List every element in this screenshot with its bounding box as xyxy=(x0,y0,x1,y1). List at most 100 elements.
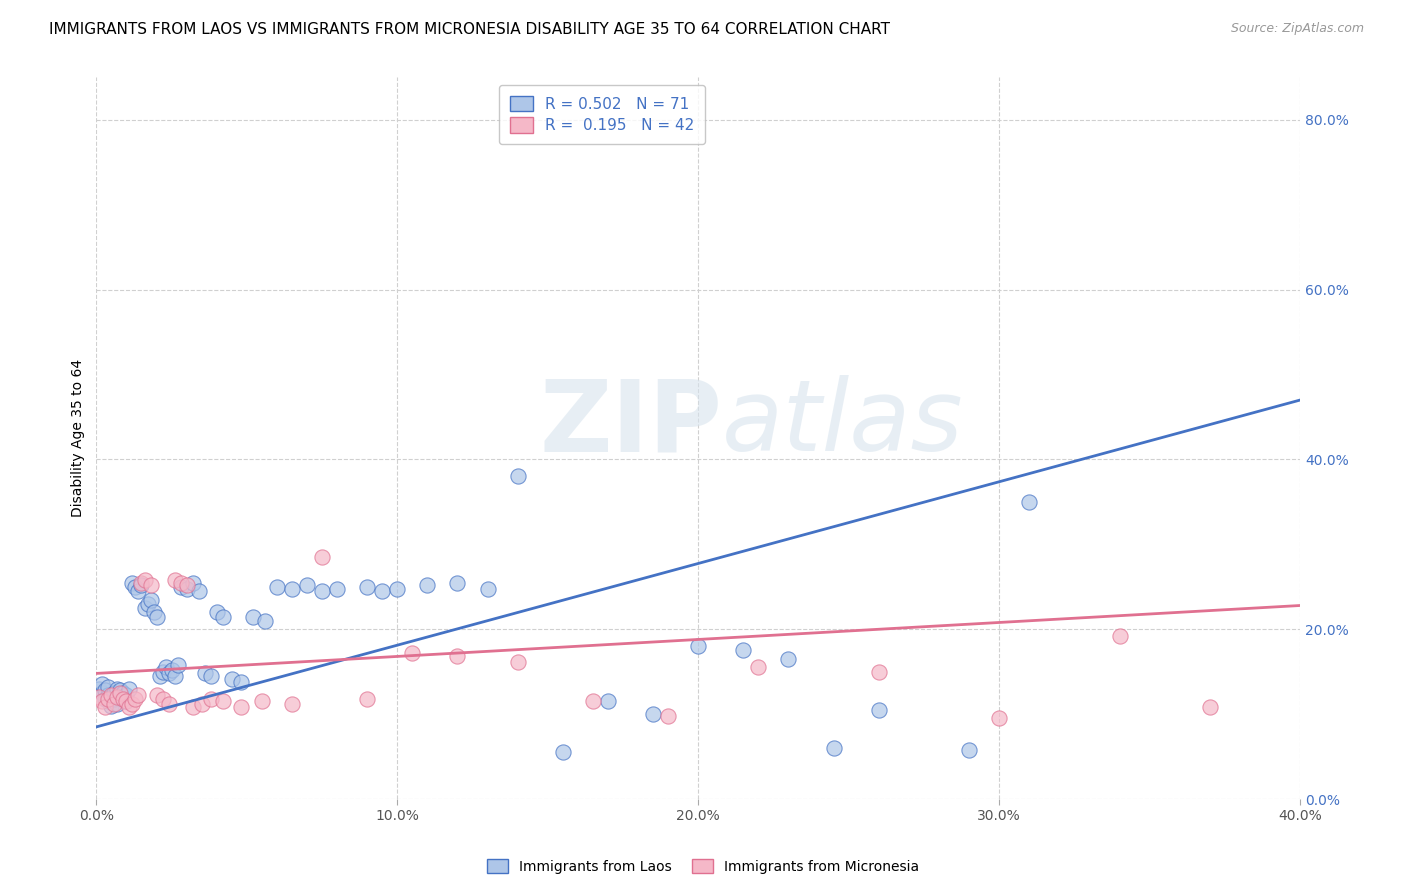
Point xyxy=(155,660,177,674)
Point xyxy=(148,669,170,683)
Point xyxy=(134,573,156,587)
Point xyxy=(187,584,209,599)
Point xyxy=(127,584,149,599)
Point xyxy=(118,681,141,696)
Point xyxy=(115,689,138,703)
Point xyxy=(641,707,664,722)
Point xyxy=(91,694,114,708)
Point xyxy=(127,689,149,703)
Point xyxy=(103,697,125,711)
Point xyxy=(103,686,125,700)
Point xyxy=(142,605,165,619)
Point xyxy=(356,692,378,706)
Point xyxy=(211,694,233,708)
Point xyxy=(401,646,423,660)
Point xyxy=(221,672,243,686)
Point xyxy=(416,578,439,592)
Point xyxy=(112,692,135,706)
Point xyxy=(778,652,800,666)
Point xyxy=(688,639,710,653)
Point xyxy=(97,680,120,694)
Point xyxy=(1108,629,1130,643)
Point xyxy=(657,709,679,723)
Point xyxy=(250,694,273,708)
Point xyxy=(169,575,191,590)
Point xyxy=(596,694,619,708)
Point xyxy=(311,550,333,565)
Point xyxy=(205,605,228,619)
Point xyxy=(124,580,146,594)
Point xyxy=(97,689,120,703)
Point xyxy=(295,578,318,592)
Point xyxy=(118,700,141,714)
Point xyxy=(112,686,135,700)
Point xyxy=(211,609,233,624)
Point xyxy=(124,692,146,706)
Point xyxy=(371,584,394,599)
Text: ZIP: ZIP xyxy=(540,376,723,473)
Point xyxy=(94,683,117,698)
Point xyxy=(94,700,117,714)
Point xyxy=(181,575,204,590)
Point xyxy=(200,692,222,706)
Point xyxy=(131,578,153,592)
Point xyxy=(281,582,304,596)
Point xyxy=(163,669,186,683)
Point xyxy=(387,582,409,596)
Point xyxy=(733,643,755,657)
Legend: Immigrants from Laos, Immigrants from Micronesia: Immigrants from Laos, Immigrants from Mi… xyxy=(479,852,927,880)
Point xyxy=(136,597,159,611)
Point xyxy=(229,674,252,689)
Point xyxy=(91,686,114,700)
Point xyxy=(868,665,890,679)
Point xyxy=(145,689,167,703)
Point xyxy=(94,692,117,706)
Point xyxy=(107,697,129,711)
Point xyxy=(190,697,212,711)
Point xyxy=(506,655,529,669)
Point xyxy=(169,580,191,594)
Point xyxy=(266,580,288,594)
Text: Source: ZipAtlas.com: Source: ZipAtlas.com xyxy=(1230,22,1364,36)
Legend: R = 0.502   N = 71, R =  0.195   N = 42: R = 0.502 N = 71, R = 0.195 N = 42 xyxy=(499,85,704,144)
Point xyxy=(194,666,217,681)
Point xyxy=(115,694,138,708)
Point xyxy=(139,578,162,592)
Point xyxy=(89,690,111,705)
Point xyxy=(957,743,980,757)
Point xyxy=(107,681,129,696)
Point xyxy=(229,700,252,714)
Point xyxy=(166,657,188,672)
Point xyxy=(506,469,529,483)
Point xyxy=(139,592,162,607)
Point xyxy=(1018,495,1040,509)
Point xyxy=(100,698,122,713)
Point xyxy=(551,745,574,759)
Point xyxy=(281,697,304,711)
Point xyxy=(112,692,135,706)
Point xyxy=(242,609,264,624)
Point xyxy=(100,690,122,705)
Point xyxy=(176,582,198,596)
Point xyxy=(200,669,222,683)
Point xyxy=(91,677,114,691)
Point xyxy=(152,665,174,679)
Point xyxy=(157,666,180,681)
Y-axis label: Disability Age 35 to 64: Disability Age 35 to 64 xyxy=(72,359,86,517)
Point xyxy=(181,700,204,714)
Point xyxy=(97,694,120,708)
Point xyxy=(582,694,605,708)
Point xyxy=(253,614,276,628)
Point xyxy=(110,690,132,705)
Point xyxy=(152,692,174,706)
Point xyxy=(446,649,468,664)
Point xyxy=(107,690,129,705)
Point xyxy=(823,741,845,756)
Point xyxy=(121,697,143,711)
Point xyxy=(477,582,499,596)
Point xyxy=(356,580,378,594)
Point xyxy=(157,697,180,711)
Point xyxy=(97,692,120,706)
Point xyxy=(747,660,769,674)
Point xyxy=(131,575,153,590)
